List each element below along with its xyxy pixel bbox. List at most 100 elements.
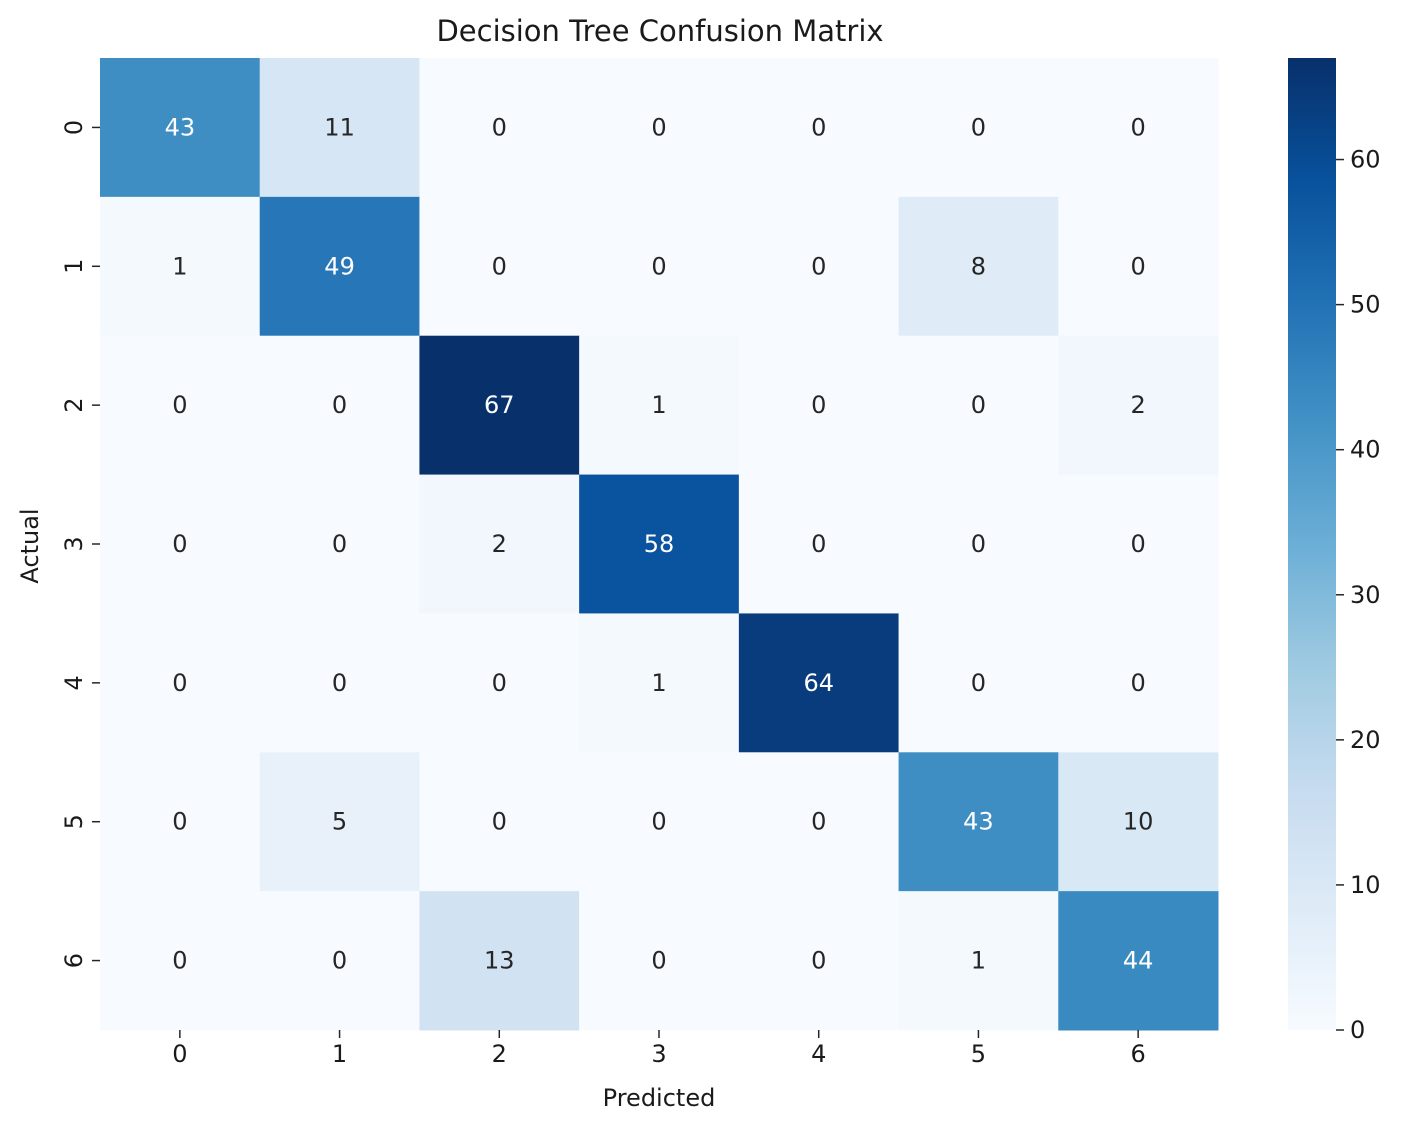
heatmap-cell bbox=[579, 474, 740, 614]
heatmap-cell bbox=[1058, 752, 1219, 892]
cell-value-label: 0 bbox=[971, 391, 986, 419]
heatmap-cell bbox=[259, 335, 420, 476]
cell-value-label: 64 bbox=[803, 669, 834, 697]
y-axis-label: Actual bbox=[16, 508, 44, 584]
colorbar-tick-label: 0 bbox=[1350, 1016, 1365, 1044]
cell-value-label: 8 bbox=[971, 252, 986, 280]
heatmap-cell bbox=[259, 752, 420, 892]
cell-value-label: 0 bbox=[811, 530, 826, 558]
colorbar-tick-label: 30 bbox=[1350, 581, 1381, 609]
heatmap-cell bbox=[419, 474, 580, 614]
heatmap-cell bbox=[898, 752, 1059, 892]
heatmap-cell bbox=[579, 752, 740, 892]
cell-value-label: 0 bbox=[811, 391, 826, 419]
heatmap-cell bbox=[898, 891, 1059, 1031]
cell-value-label: 2 bbox=[492, 530, 507, 558]
cell-value-label: 0 bbox=[971, 113, 986, 141]
cell-value-label: 0 bbox=[811, 808, 826, 836]
heatmap-cell bbox=[259, 196, 420, 337]
cell-value-label: 43 bbox=[165, 113, 196, 141]
heatmap-cell bbox=[1058, 196, 1219, 337]
cell-value-label: 0 bbox=[811, 947, 826, 975]
cell-value-label: 0 bbox=[172, 530, 187, 558]
x-tick-label: 0 bbox=[172, 1040, 187, 1068]
cell-value-label: 0 bbox=[492, 252, 507, 280]
heatmap-cell bbox=[579, 613, 740, 753]
cell-value-label: 0 bbox=[332, 947, 347, 975]
cell-value-label: 0 bbox=[1131, 530, 1146, 558]
heatmap-cell bbox=[419, 196, 580, 337]
y-tick-label: 2 bbox=[60, 398, 88, 413]
heatmap-cell bbox=[898, 196, 1059, 337]
cell-value-label: 0 bbox=[1131, 252, 1146, 280]
cell-value-label: 0 bbox=[1131, 669, 1146, 697]
x-axis-ticks: 0 1 2 3 4 5 6 bbox=[172, 1030, 1146, 1068]
x-tick-label: 4 bbox=[811, 1040, 826, 1068]
heatmap-cell bbox=[419, 58, 580, 198]
heatmap-cell bbox=[898, 335, 1059, 476]
heatmap-cell bbox=[738, 752, 900, 892]
cell-annotations: 43 11 0 0 0 0 01 49 0 0 0 8 00 0 67 1 0 0 20 0 2 58 0 0 00 0 0 1 64 0… bbox=[165, 113, 1154, 974]
colorbar-tick-label: 50 bbox=[1350, 291, 1381, 319]
y-tick-label: 0 bbox=[60, 120, 88, 135]
heatmap-cell bbox=[100, 613, 261, 753]
heatmap-cell bbox=[1058, 474, 1219, 614]
y-tick-label: 6 bbox=[60, 953, 88, 968]
cell-value-label: 0 bbox=[651, 113, 666, 141]
heatmap-cell bbox=[898, 58, 1059, 198]
heatmap-cell bbox=[259, 891, 420, 1031]
heatmap-cell bbox=[100, 474, 261, 614]
heatmap-cell bbox=[1058, 335, 1219, 476]
y-tick-label: 4 bbox=[60, 675, 88, 690]
cell-value-label: 0 bbox=[172, 947, 187, 975]
heatmap-cell bbox=[100, 58, 261, 198]
heatmap-cell bbox=[259, 58, 420, 198]
x-tick-label: 3 bbox=[651, 1040, 666, 1068]
cell-value-label: 10 bbox=[1123, 808, 1154, 836]
heatmap-cell bbox=[738, 58, 900, 198]
y-tick-label: 3 bbox=[60, 536, 88, 551]
y-tick-label: 1 bbox=[60, 259, 88, 274]
heatmap-cell bbox=[419, 752, 580, 892]
cell-value-label: 0 bbox=[651, 947, 666, 975]
cell-value-label: 67 bbox=[484, 391, 515, 419]
heatmap-cell bbox=[579, 335, 740, 476]
cell-value-label: 58 bbox=[644, 530, 675, 558]
heatmap-cell bbox=[100, 196, 261, 337]
x-axis-label: Predicted bbox=[602, 1084, 716, 1112]
x-tick-label: 6 bbox=[1131, 1040, 1146, 1068]
heatmap-cell bbox=[419, 335, 580, 476]
cell-value-label: 1 bbox=[651, 669, 666, 697]
cell-value-label: 0 bbox=[492, 669, 507, 697]
heatmap-cell bbox=[579, 58, 740, 198]
cell-value-label: 13 bbox=[484, 947, 515, 975]
cell-value-label: 0 bbox=[172, 808, 187, 836]
colorbar-gradient bbox=[1288, 58, 1336, 1030]
cell-value-label: 0 bbox=[172, 391, 187, 419]
cell-value-label: 11 bbox=[324, 113, 355, 141]
cell-value-label: 2 bbox=[1131, 391, 1146, 419]
heatmap-cell bbox=[738, 474, 900, 614]
heatmap-cell bbox=[1058, 58, 1219, 198]
x-tick-label: 1 bbox=[332, 1040, 347, 1068]
heatmap-cell bbox=[738, 196, 900, 337]
cell-value-label: 44 bbox=[1123, 947, 1154, 975]
colorbar-tick-label: 60 bbox=[1350, 146, 1381, 174]
cell-value-label: 0 bbox=[971, 669, 986, 697]
heatmap-cell bbox=[1058, 891, 1219, 1031]
cell-value-label: 0 bbox=[172, 669, 187, 697]
y-tick-label: 5 bbox=[60, 814, 88, 829]
heatmap-cell bbox=[738, 613, 900, 753]
cell-value-label: 0 bbox=[492, 113, 507, 141]
y-axis-ticks: 0 1 2 3 4 5 6 bbox=[60, 120, 100, 968]
cell-value-label: 0 bbox=[811, 252, 826, 280]
colorbar: 0 10 20 30 40 50 60 bbox=[1288, 58, 1381, 1044]
x-tick-label: 5 bbox=[971, 1040, 986, 1068]
cell-value-label: 0 bbox=[332, 669, 347, 697]
heatmap-cell bbox=[259, 474, 420, 614]
heatmap-cell bbox=[1058, 613, 1219, 753]
cell-value-label: 0 bbox=[332, 530, 347, 558]
heatmap-cell bbox=[898, 613, 1059, 753]
